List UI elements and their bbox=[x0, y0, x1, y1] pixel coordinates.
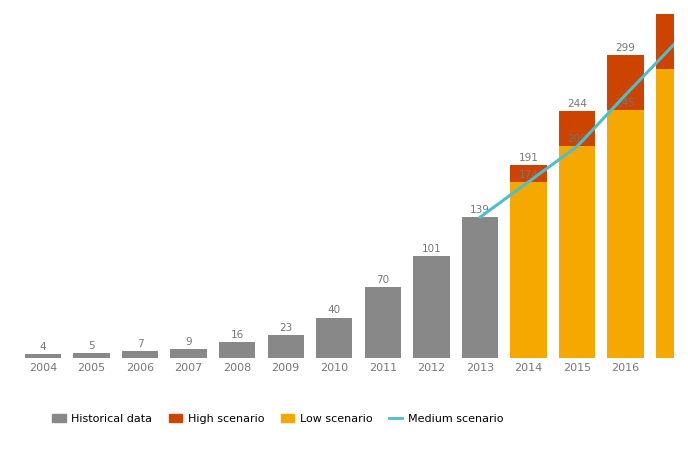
Bar bbox=[219, 342, 255, 358]
Bar bbox=[171, 349, 207, 358]
Text: 4: 4 bbox=[40, 342, 46, 352]
Bar bbox=[365, 287, 401, 358]
Bar bbox=[316, 318, 352, 358]
Text: 209: 209 bbox=[567, 134, 587, 145]
Text: 245: 245 bbox=[616, 98, 636, 108]
Bar bbox=[73, 353, 109, 358]
Bar bbox=[608, 55, 644, 358]
Bar bbox=[656, 69, 688, 358]
Bar bbox=[25, 354, 61, 358]
Text: 174: 174 bbox=[519, 170, 539, 180]
Text: 9: 9 bbox=[185, 337, 192, 347]
Bar bbox=[510, 165, 547, 358]
Bar bbox=[462, 217, 498, 358]
Bar bbox=[510, 182, 547, 358]
Text: 23: 23 bbox=[279, 323, 292, 333]
Text: 244: 244 bbox=[567, 99, 587, 109]
Bar bbox=[656, 0, 688, 358]
Bar bbox=[413, 256, 450, 358]
Bar bbox=[122, 351, 158, 358]
Text: 7: 7 bbox=[137, 339, 143, 349]
Text: 70: 70 bbox=[376, 275, 389, 285]
Text: 16: 16 bbox=[230, 330, 244, 340]
Text: 101: 101 bbox=[422, 244, 441, 254]
Bar bbox=[608, 110, 644, 358]
Bar bbox=[268, 335, 304, 358]
Text: 40: 40 bbox=[327, 306, 341, 315]
Legend: Historical data, High scenario, Low scenario, Medium scenario: Historical data, High scenario, Low scen… bbox=[48, 409, 508, 428]
Text: 139: 139 bbox=[470, 205, 490, 215]
Text: 191: 191 bbox=[519, 152, 539, 162]
Text: 299: 299 bbox=[616, 43, 636, 53]
Text: 5: 5 bbox=[88, 341, 95, 351]
Bar bbox=[559, 146, 595, 358]
Bar bbox=[559, 111, 595, 358]
